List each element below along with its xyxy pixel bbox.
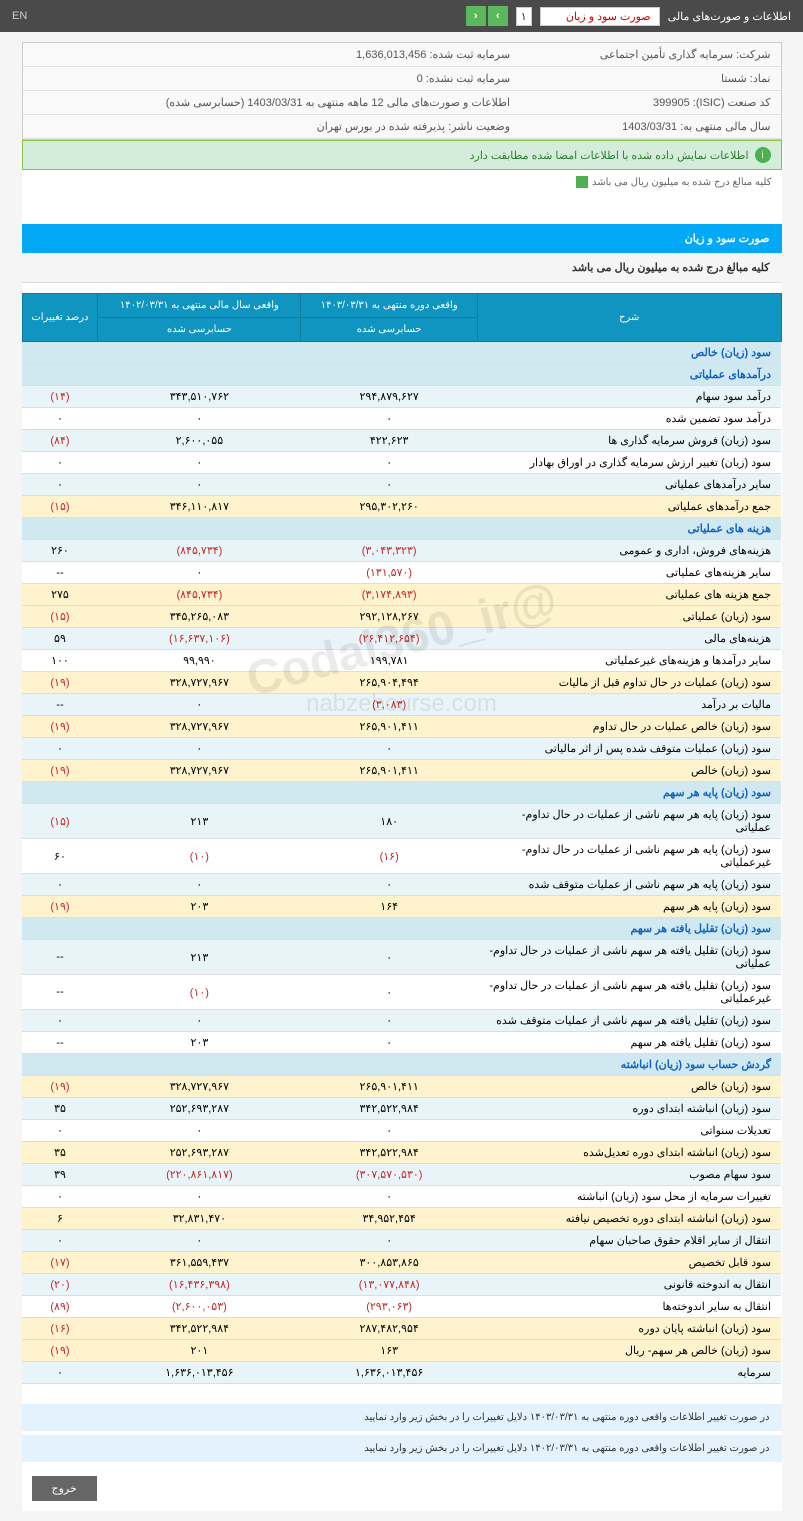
table-row: سود (زیان) خالص (22, 342, 781, 364)
excel-icon[interactable] (576, 176, 588, 188)
col-desc: شرح (477, 294, 781, 342)
table-row: جمع هزینه های عملیاتی(۳,۱۷۴,۸۹۳)(۸۴۵,۷۳۴… (22, 584, 781, 606)
report-selector[interactable]: صورت سود و زیان (540, 7, 660, 26)
col-current: واقعی دوره منتهی به ۱۴۰۳/۰۳/۳۱ (301, 294, 478, 318)
table-row: سود (زیان) تغییر ارزش سرمایه گذاری در او… (22, 452, 781, 474)
table-row: درآمد سود تضمین شده۰۰۰ (22, 408, 781, 430)
table-row: انتقال به سایر اندوخته‌ها(۲۹۳,۰۶۳)(۲,۶۰۰… (22, 1296, 781, 1318)
table-row: سود (زیان) انباشته ابتدای دوره تخصیص نیا… (22, 1208, 781, 1230)
capital-unreg-label: سرمایه ثبت نشده: (426, 73, 510, 85)
company-label: شرکت: (736, 49, 770, 61)
table-row: سود سهام‌ مصوب(۳۰۷,۵۷۰,۵۳۰)(۲۲۰,۸۶۱,۸۱۷)… (22, 1164, 781, 1186)
capital-reg-value: 1,636,013,456 (356, 49, 426, 61)
company-info-panel: شرکت: سرمایه گذاری تأمین اجتماعی سرمایه … (22, 42, 782, 140)
table-row: سود (زیان) پایه هر سهم ناشی از عملیات مت… (22, 874, 781, 896)
nav-prev[interactable]: ‹ (466, 6, 486, 26)
table-row: سود (زیان) خالص عملیات در حال تداوم۲۶۵,۹… (22, 716, 781, 738)
table-row: تعدیلات سنواتی۰۰۰ (22, 1120, 781, 1142)
table-row: سرمایه۱,۶۳۶,۰۱۳,۴۵۶۱,۶۳۶,۰۱۳,۴۵۶۰ (22, 1362, 781, 1384)
exit-button[interactable]: خروج (32, 1476, 97, 1501)
col-audited2: حسابرسی شده (98, 318, 301, 342)
table-row: جمع درآمدهای عملیاتی۲۹۵,۳۰۲,۲۶۰۳۴۶,۱۱۰,۸… (22, 496, 781, 518)
table-row: تغییرات سرمایه از محل سود (زیان) انباشته… (22, 1186, 781, 1208)
table-row: سود (زیان) فروش سرمایه گذاری ها۴۲۲,۶۲۳۲,… (22, 430, 781, 452)
verification-text: اطلاعات نمایش داده شده با اطلاعات امضا ش… (470, 149, 749, 162)
table-row: سود (زیان) خالص هر سهم- ریال۱۶۳۲۰۱(۱۹) (22, 1340, 781, 1362)
table-row: سود (زیان) انباشته‌ پایان‌ دوره۲۸۷,۴۸۲,۹… (22, 1318, 781, 1340)
page-title: اطلاعات و صورت‌های مالی (668, 10, 791, 23)
table-row: سود (زیان) انباشته ابتدای دوره۳۴۲,۵۲۲,۹۸… (22, 1098, 781, 1120)
note-1: در صورت تغییر اطلاعات واقعی دوره منتهی ب… (22, 1404, 782, 1431)
table-row: درآمد سود سهام۲۹۴,۸۷۹,۶۲۷۳۴۳,۵۱۰,۷۶۲(۱۴) (22, 386, 781, 408)
note-2: در صورت تغییر اطلاعات واقعی دوره منتهی ب… (22, 1435, 782, 1462)
table-row: سود (زیان) تقلیل یافته هر سهم ناشی از عم… (22, 975, 781, 1010)
table-row: هزینه‌های مالی(۲۶,۴۱۲,۶۵۴)(۱۶,۶۳۷,۱۰۶)۵۹ (22, 628, 781, 650)
period-value: 12 ماهه منتهی به 1403/03/31 (حسابرسی شده… (166, 97, 384, 109)
topbar: اطلاعات و صورت‌های مالی صورت سود و زیان … (0, 0, 803, 32)
table-row: سایر درآمدها و هزینه‌های غیرعملیاتی۱۹۹,۷… (22, 650, 781, 672)
company-value: سرمایه گذاری تأمین اجتماعی (600, 49, 733, 61)
currency-note: کلیه مبالغ درج شده به میلیون ریال می باش… (592, 177, 772, 188)
table-row: سود (زیان) تقلیل یافته هر سهم (22, 918, 781, 940)
table-row: سود (زیان) عملیات در حال تداوم قبل از ما… (22, 672, 781, 694)
table-row: انتقال به اندوخته‌ قانونی(۱۳,۰۷۷,۸۴۸)(۱۶… (22, 1274, 781, 1296)
capital-unreg-value: 0 (417, 73, 423, 85)
col-prior: واقعی سال مالی منتهی به ۱۴۰۲/۰۳/۳۱ (98, 294, 301, 318)
isic-value: 399905 (653, 97, 690, 109)
table-row: گردش حساب سود (زیان) انباشته (22, 1054, 781, 1076)
col-change: درصد تغییرات (22, 294, 98, 342)
table-row: انتقال از سایر اقلام حقوق صاحبان سهام۰۰۰ (22, 1230, 781, 1252)
pubstatus-label: وضعیت ناشر: (448, 121, 510, 133)
table-row: سایر درآمدهای عملیاتی۰۰۰ (22, 474, 781, 496)
table-row: سود (زیان) پایه هر سهم ناشی از عملیات در… (22, 804, 781, 839)
table-row: سود قابل تخصیص۳۰۰,۸۵۳,۸۶۵۳۶۱,۵۵۹,۴۳۷(۱۷) (22, 1252, 781, 1274)
table-row: سود (زیان) خالص۲۶۵,۹۰۱,۴۱۱۳۲۸,۷۲۷,۹۶۷(۱۹… (22, 760, 781, 782)
check-icon: i (755, 147, 771, 163)
table-row: سود (زیان) تقلیل یافته هر سهم ناشی از عم… (22, 1010, 781, 1032)
table-row: سود (زیان) تقلیل یافته هر سهم ناشی از عم… (22, 940, 781, 975)
isic-label: کد صنعت (ISIC): (693, 97, 771, 109)
fyend-value: 1403/03/31 (622, 121, 677, 133)
table-row: درآمدهای عملیاتی (22, 364, 781, 386)
table-row: سود (زیان) پایه هر سهم۱۶۴۲۰۳(۱۹) (22, 896, 781, 918)
section-title: صورت سود و زیان (22, 224, 782, 253)
table-row: سود (زیان) پایه هر سهم (22, 782, 781, 804)
symbol-value: شستا (721, 73, 747, 85)
nav-next[interactable]: › (488, 6, 508, 26)
table-row: سود (زیان) خالص۲۶۵,۹۰۱,۴۱۱۳۲۸,۷۲۷,۹۶۷(۱۹… (22, 1076, 781, 1098)
income-statement-table: شرح واقعی دوره منتهی به ۱۴۰۳/۰۳/۳۱ واقعی… (22, 293, 782, 1384)
table-row: سود (زیان) عملیاتی۲۹۲,۱۲۸,۲۶۷۳۴۵,۲۶۵,۰۸۳… (22, 606, 781, 628)
fyend-label: سال مالی منتهی به: (680, 121, 770, 133)
table-row: سود (زیان) پایه هر سهم ناشی از عملیات در… (22, 839, 781, 874)
table-row: هزینه‌های فروش، اداری و عمومی(۳,۰۴۳,۳۲۳)… (22, 540, 781, 562)
table-row: سایر هزینه‌های عملیاتی(۱۳۱,۵۷۰)۰-- (22, 562, 781, 584)
symbol-label: نماد: (750, 73, 771, 85)
table-row: سود (زیان) انباشته ابتدای دوره تعدیل‌شده… (22, 1142, 781, 1164)
table-row: سود (زیان) عملیات متوقف شده پس از اثر ما… (22, 738, 781, 760)
period-label: اطلاعات و صورت‌های مالی (387, 97, 510, 109)
capital-reg-label: سرمایه ثبت شده: (429, 49, 510, 61)
pubstatus-value: پذیرفته شده در بورس تهران (317, 121, 445, 133)
lang-switch[interactable]: EN (12, 10, 27, 22)
table-row: سود (زیان) تقلیل یافته هر سهم۰۲۰۳-- (22, 1032, 781, 1054)
page-number[interactable]: ۱ (516, 7, 532, 26)
table-row: هزینه های عملیاتی (22, 518, 781, 540)
col-audited1: حسابرسی شده (301, 318, 478, 342)
table-row: مالیات بر درآمد(۳,۰۸۳)۰-- (22, 694, 781, 716)
verification-banner: i اطلاعات نمایش داده شده با اطلاعات امضا… (22, 140, 782, 170)
section-subtitle: کلیه مبالغ درج شده به میلیون ریال می باش… (22, 253, 782, 283)
